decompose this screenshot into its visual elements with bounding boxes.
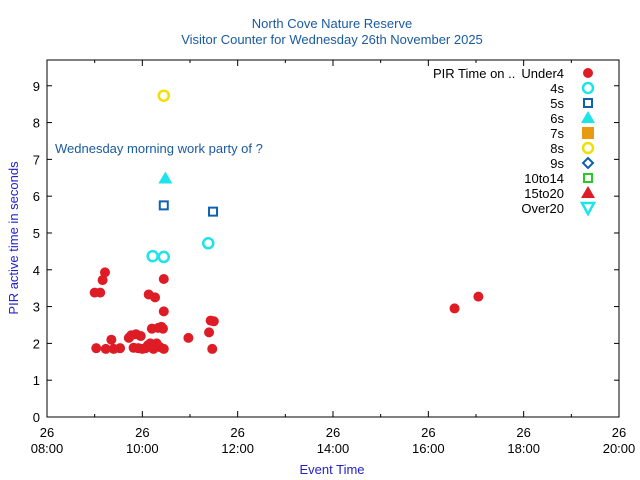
data-point-6s [158,171,173,184]
legend-marker-over20 [579,201,597,217]
legend-marker-15to20 [581,186,595,198]
data-point-under4 [183,332,194,343]
x-tick-day: 26 [40,425,54,440]
data-point-4s [146,249,159,263]
data-point-under4 [207,343,218,354]
x-tick-day: 26 [230,425,244,440]
legend-label: 5s [550,96,564,111]
data-point-under4 [158,306,169,317]
x-axis-label: Event Time [299,462,364,477]
y-tick-label: 1 [33,373,40,388]
y-axis-label: PIR active time in seconds [6,161,21,315]
data-point-under4 [91,343,102,354]
data-point-4s [202,237,215,250]
x-tick-day: 26 [516,425,530,440]
plot-frame [46,59,620,418]
legend-marker-5s [583,98,593,108]
data-point-5s [208,206,219,217]
data-point-under4 [135,331,146,342]
legend-label: 6s [550,111,564,126]
legend-marker-8s [581,141,595,155]
y-tick-label: 8 [33,116,40,131]
legend-label: 10to14 [524,171,564,186]
data-point-under4 [208,316,219,327]
legend-label: 8s [550,141,564,156]
y-tick-label: 5 [33,226,40,241]
legend-marker-10to14 [583,173,593,183]
y-axis: 0 1 2 3 4 5 6 7 8 9 [33,79,619,425]
data-point-under4 [95,287,106,298]
x-tick-time: 10:00 [126,441,159,456]
y-tick-label: 7 [33,152,40,167]
data-point-5s [158,200,169,211]
x-tick-time: 18:00 [507,441,540,456]
x-tick-time: 08:00 [31,441,64,456]
y-tick-label: 6 [33,189,40,204]
legend-label: 4s [550,81,564,96]
data-point-under4 [157,323,168,334]
legend-label: Over20 [521,201,564,216]
x-tick-time: 20:00 [603,441,636,456]
legend-title: PIR Time on .. [433,66,515,81]
x-tick-time: 16:00 [412,441,445,456]
y-tick-label: 9 [33,79,40,94]
y-tick-label: 3 [33,300,40,315]
x-tick-day: 26 [612,425,626,440]
data-point-4s [157,250,171,264]
x-tick-day: 26 [135,425,149,440]
x-tick-day: 26 [421,425,435,440]
legend: PIR Time on .. Under44s5s6s7s8s9s10to141… [433,66,597,217]
data-point-under4 [449,303,460,314]
x-tick-time: 12:00 [221,441,254,456]
data-point-under4 [100,343,111,354]
y-tick-label: 0 [33,410,40,425]
x-tick-day: 26 [326,425,340,440]
y-tick-label: 2 [33,336,40,351]
data-points [89,89,484,354]
legend-label: 9s [550,156,564,171]
data-point-under4 [97,275,108,286]
data-point-under4 [115,343,126,354]
chart-subtitle: Visitor Counter for Wednesday 26th Novem… [181,32,483,47]
legend-marker-4s [581,81,595,95]
legend-marker-6s [581,111,595,123]
data-point-under4 [204,327,215,338]
legend-label: Under4 [521,66,564,81]
data-point-under4 [158,343,169,354]
data-point-under4 [150,292,161,303]
data-point-under4 [106,334,117,345]
y-tick-label: 4 [33,263,40,278]
legend-label: 7s [550,126,564,141]
annotation-work-party: Wednesday morning work party of ? [55,141,263,156]
data-point-under4 [473,291,484,302]
legend-label: 15to20 [524,186,564,201]
x-axis: 2608:002610:002612:002614:002616:002618:… [31,60,636,456]
legend-marker-9s [581,156,595,170]
legend-marker-under4 [583,68,593,78]
chart-title: North Cove Nature Reserve [252,16,412,31]
data-point-8s [157,89,171,102]
data-point-under4 [99,267,110,278]
x-tick-time: 14:00 [317,441,350,456]
legend-marker-7s [582,127,594,139]
data-point-under4 [158,273,169,284]
